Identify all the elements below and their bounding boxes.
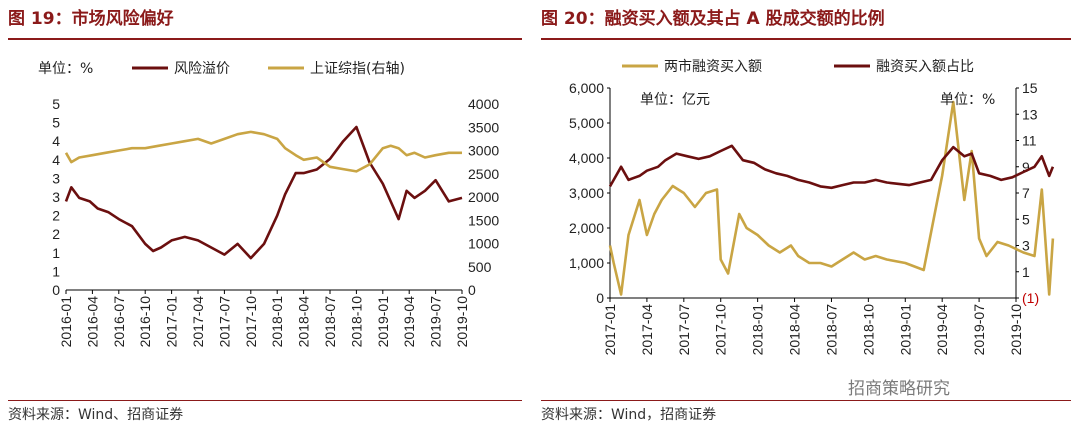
series-line-2 [64, 130, 462, 173]
y-left-tick-label: 3 [52, 189, 60, 205]
x-tick-label: 2019-04 [934, 304, 950, 356]
series-line-1 [608, 100, 1055, 296]
x-tick-label: 2019-01 [897, 304, 913, 356]
right-source-note: 资料来源：Wind，招商证券 [541, 407, 717, 423]
y-right-tick-label: 2000 [468, 189, 499, 205]
y-right-tick-label: 3500 [468, 119, 499, 135]
y-right-tick-label: 1 [1022, 264, 1030, 280]
y-left-tick-label: 1 [52, 263, 60, 279]
x-tick-label: 2016-07 [111, 296, 127, 348]
y-left-tick-label: 6,000 [569, 80, 604, 96]
x-tick-label: 2019-10 [1008, 304, 1024, 356]
x-tick-label: 2019-01 [375, 296, 391, 348]
x-tick-label: 2018-10 [348, 296, 364, 348]
y-right-tick-label: 13 [1022, 106, 1038, 122]
legend-label: 风险溢价 [174, 61, 230, 77]
right-chart-title: 图 20：融资买入额及其占 A 股成交额的比例 [541, 9, 885, 29]
x-tick-label: 2017-10 [713, 304, 729, 356]
y-left-tick-label: 2 [52, 208, 60, 224]
y-left-tick-label: 4,000 [569, 150, 604, 166]
y-left-tick-label: 3 [52, 170, 60, 186]
y-right-tick-label: 11 [1022, 133, 1037, 149]
unit-note-left: 单位：亿元 [640, 92, 710, 108]
left-title-rule [8, 38, 522, 40]
x-tick-label: 2019-04 [401, 296, 417, 348]
x-tick-label: 2017-07 [676, 304, 692, 356]
legend-label: 两市融资买入额 [664, 58, 762, 75]
x-tick-label: 2016-10 [137, 296, 153, 348]
series-line-2 [608, 144, 1055, 190]
legend-label: 上证综指(右轴) [310, 61, 405, 77]
y-left-tick-label: 5 [52, 115, 60, 131]
y-right-tick-label: 1500 [468, 212, 499, 228]
x-tick-label: 2018-07 [322, 296, 338, 348]
y-left-tick-label: 2,000 [569, 220, 604, 236]
y-left-tick-label: 2 [52, 226, 60, 242]
y-right-tick-label: 1000 [468, 236, 499, 252]
x-tick-label: 2018-01 [750, 304, 766, 356]
y-left-tick-label: 1,000 [569, 255, 604, 271]
x-tick-label: 2017-04 [639, 304, 655, 356]
y-right-tick-label: 500 [468, 259, 492, 275]
x-tick-label: 2017-01 [602, 304, 618, 356]
series-line-1 [64, 125, 463, 260]
y-left-tick-label: 3,000 [569, 185, 604, 201]
right-title-rule [541, 38, 1071, 40]
unit-note-right: 单位：% [940, 92, 995, 108]
y-right-tick-label: 7 [1022, 185, 1030, 201]
right-chart: 01,0002,0003,0004,0005,0006,000(1)135791… [569, 58, 1055, 356]
y-right-tick-label: 15 [1022, 80, 1038, 96]
x-tick-label: 2019-07 [971, 304, 987, 356]
x-tick-label: 2019-10 [454, 296, 470, 348]
left-chart: 0 1 1 2 2 3 3 4 4 5 5 0 500 1000 1500 2000 2500 3000 3500 4… [38, 61, 499, 347]
left-chart-title: 图 19：市场风险偏好 [8, 9, 174, 29]
y-left-tick-label: 4 [52, 133, 60, 149]
y-left-tick-label: 4 [52, 152, 60, 168]
y-left-tick-label: 0 [596, 290, 604, 306]
x-tick-label: 2019-07 [428, 296, 444, 348]
x-tick-label: 2017-10 [243, 296, 259, 348]
y-right-tick-label: 3 [1022, 238, 1030, 254]
x-tick-label: 2018-04 [296, 296, 312, 348]
x-tick-label: 2018-04 [787, 304, 803, 356]
left-source-note: 资料来源：Wind、招商证券 [8, 407, 184, 423]
y-right-tick-label: 3000 [468, 143, 499, 159]
y-left-tick-label: 1 [52, 245, 60, 261]
x-tick-label: 2016-01 [58, 296, 74, 348]
y-left-tick-label: 5,000 [569, 115, 604, 131]
legend-label: 融资买入额占比 [876, 59, 974, 75]
x-tick-label: 2017-04 [190, 296, 206, 348]
y-right-tick-label: 9 [1022, 159, 1030, 175]
y-right-tick-label: 5 [1022, 211, 1030, 227]
y-right-tick-label: 4000 [468, 96, 499, 112]
x-tick-label: 2017-01 [164, 296, 180, 348]
left-footer-rule [8, 400, 522, 401]
right-footer-rule [541, 400, 1071, 401]
y-right-tick-label: 2500 [468, 166, 499, 182]
x-tick-label: 2017-07 [216, 296, 232, 348]
y-left-tick-label: 5 [52, 96, 60, 112]
x-tick-label: 2018-07 [823, 304, 839, 356]
x-tick-label: 2018-01 [269, 296, 285, 348]
x-tick-label: 2016-04 [84, 296, 100, 348]
x-tick-label: 2018-10 [860, 304, 876, 356]
y-right-tick-label: (1) [1022, 290, 1039, 306]
watermark-text: 招商策略研究 [848, 379, 950, 399]
unit-note: 单位：% [38, 61, 93, 77]
y-left-tick-label: 0 [52, 282, 60, 298]
y-right-tick-label: 0 [468, 282, 476, 298]
